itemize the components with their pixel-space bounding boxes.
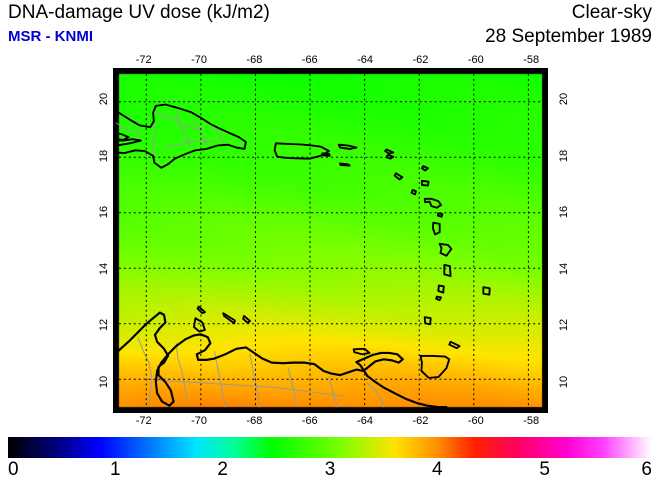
y-tick-mark-left <box>113 211 116 213</box>
x-tick-mark-bottom <box>530 410 532 413</box>
y-tick-label-right: 18 <box>558 149 571 162</box>
y-tick-mark-left <box>113 268 116 270</box>
y-tick-mark-right <box>545 268 548 270</box>
y-tick-mark-right <box>545 211 548 213</box>
y-tick-mark-right <box>545 381 548 383</box>
uv-dose-map <box>113 68 548 413</box>
x-tick-mark-top <box>309 68 311 71</box>
y-tick-mark-left <box>113 98 116 100</box>
y-tick-mark-right <box>545 324 548 326</box>
x-tick-mark-bottom <box>364 410 366 413</box>
y-tick-label-left: 10 <box>98 375 111 388</box>
x-tick-label-bottom: -62 <box>412 415 429 427</box>
internal-borders <box>116 108 385 408</box>
date-label: 28 September 1989 <box>485 26 652 47</box>
colorbar-gradient <box>8 437 652 458</box>
page-title: DNA-damage UV dose (kJ/m2) <box>8 2 270 23</box>
graticule-grid <box>118 73 543 408</box>
x-tick-mark-top <box>253 68 255 71</box>
y-tick-label-left: 18 <box>98 149 111 162</box>
colorbar-tick-label: 4 <box>432 459 443 480</box>
uv-dose-field <box>116 71 545 410</box>
coastline-overlay <box>116 103 491 409</box>
colorbar-tick-label: 2 <box>217 459 228 480</box>
sky-condition-label: Clear-sky <box>571 2 652 23</box>
y-tick-mark-right <box>545 155 548 157</box>
x-tick-mark-top <box>364 68 366 71</box>
y-tick-label-right: 12 <box>558 319 571 332</box>
x-tick-label-bottom: -64 <box>357 415 374 427</box>
x-tick-label-top: -68 <box>246 54 263 66</box>
colorbar-tick-label: 5 <box>539 459 550 480</box>
x-tick-mark-bottom <box>419 410 421 413</box>
x-tick-label-top: -58 <box>523 54 540 66</box>
chart-header: DNA-damage UV dose (kJ/m2) Clear-sky MSR… <box>0 0 660 56</box>
x-tick-mark-bottom <box>198 410 200 413</box>
x-tick-mark-bottom <box>475 410 477 413</box>
data-source-label: MSR - KNMI <box>8 28 93 45</box>
x-tick-mark-top <box>198 68 200 71</box>
y-tick-mark-left <box>113 155 116 157</box>
x-tick-mark-bottom <box>143 410 145 413</box>
x-tick-label-bottom: -68 <box>246 415 263 427</box>
y-tick-label-left: 12 <box>98 319 111 332</box>
x-tick-mark-top <box>143 68 145 71</box>
y-tick-mark-left <box>113 324 116 326</box>
x-tick-label-top: -70 <box>191 54 207 66</box>
x-tick-label-bottom: -66 <box>301 415 318 427</box>
y-tick-label-right: 10 <box>558 375 571 388</box>
colorbar-tick-label: 6 <box>641 459 652 480</box>
x-tick-label-top: -62 <box>412 54 429 66</box>
colorbar-tick-label: 1 <box>110 459 121 480</box>
colorbar-tick-label: 0 <box>8 459 19 480</box>
x-tick-mark-top <box>530 68 532 71</box>
colorbar: 0 1 2 3 4 5 6 <box>8 437 652 480</box>
x-tick-label-top: -64 <box>357 54 374 66</box>
colorbar-tick-label: 3 <box>324 459 336 480</box>
y-tick-label-left: 14 <box>98 262 111 275</box>
x-tick-mark-bottom <box>253 410 255 413</box>
y-tick-label-left: 16 <box>98 206 111 219</box>
y-tick-label-right: 20 <box>558 93 571 106</box>
y-tick-mark-right <box>545 98 548 100</box>
x-tick-mark-bottom <box>309 410 311 413</box>
coastlines <box>116 103 491 409</box>
y-tick-label-right: 16 <box>558 206 571 219</box>
x-tick-label-top: -72 <box>135 54 152 66</box>
y-tick-label-right: 14 <box>558 262 571 275</box>
x-tick-label-top: -60 <box>467 54 484 66</box>
x-tick-label-bottom: -72 <box>135 415 152 427</box>
x-tick-mark-top <box>419 68 421 71</box>
x-tick-mark-top <box>475 68 477 71</box>
x-tick-label-bottom: -58 <box>523 415 540 427</box>
y-tick-label-left: 20 <box>98 93 111 106</box>
x-tick-label-bottom: -70 <box>191 415 207 427</box>
x-tick-label-top: -66 <box>301 54 318 66</box>
x-tick-label-bottom: -60 <box>467 415 484 427</box>
y-tick-mark-left <box>113 381 116 383</box>
